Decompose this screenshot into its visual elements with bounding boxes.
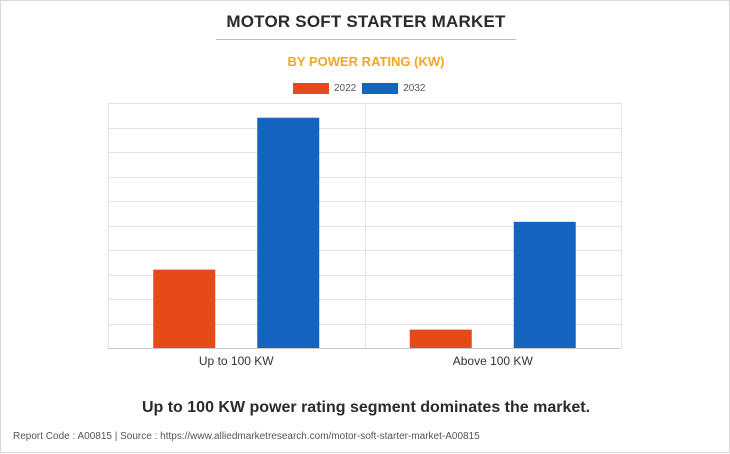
- bar-2032-above-100kw: [513, 221, 576, 348]
- chart-title: MOTOR SOFT STARTER MARKET: [226, 12, 506, 31]
- title-divider: [216, 39, 516, 40]
- chart-subtitle: BY POWER RATING (KW): [287, 54, 445, 69]
- legend-label-2022: 2022: [334, 82, 357, 94]
- legend-swatch-2022: [293, 82, 329, 94]
- bar-2032-up-to-100kw: [257, 117, 320, 348]
- legend-swatch-2032: [362, 82, 399, 94]
- x-tick-label: Up to 100 KW: [199, 354, 274, 368]
- x-tick-label: Above 100 KW: [453, 354, 534, 368]
- legend-item-2022: 2022: [293, 82, 357, 94]
- legend-label-2032: 2032: [403, 82, 426, 94]
- bar-2022-above-100kw: [409, 329, 472, 348]
- legend-item-2032: 2032: [362, 82, 426, 94]
- bar-2022-up-to-100kw: [153, 269, 216, 348]
- chart-headline: Up to 100 KW power rating segment domina…: [141, 399, 591, 416]
- report-source-footer: Report Code : A00815 | Source : https://…: [13, 431, 480, 442]
- chart-legend: 2022 2032: [293, 81, 432, 95]
